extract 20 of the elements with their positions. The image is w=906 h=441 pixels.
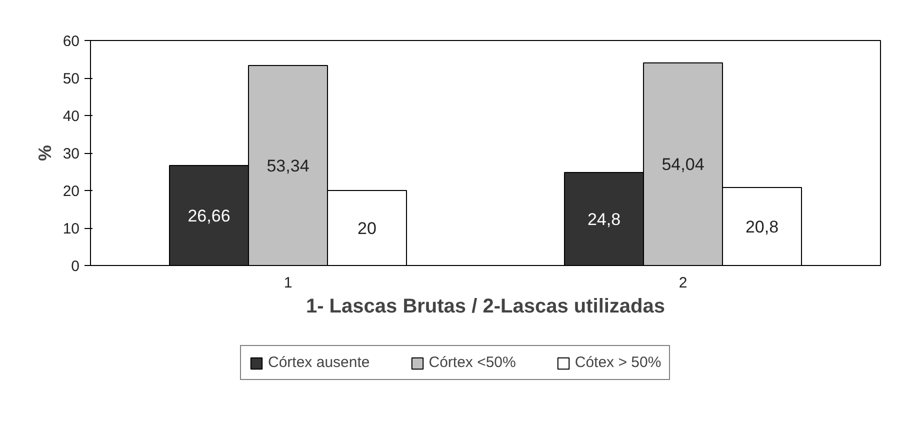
x-tick-label: 1 [284, 274, 292, 292]
data-label: 53,34 [266, 156, 310, 176]
y-tick-label: 30 [62, 146, 80, 162]
legend-label: Córtex <50% [428, 354, 516, 371]
y-tick-label: 50 [62, 70, 80, 88]
x-axis-title: 1- Lascas Brutas / 2-Lascas utilizadas [306, 296, 666, 318]
data-label: 54,04 [662, 155, 704, 174]
y-tick-label: 0 [71, 258, 80, 275]
y-axis-title: % [34, 144, 55, 161]
legend-label: Córtex ausente [268, 354, 370, 371]
y-tick-label: 10 [62, 220, 80, 238]
data-label: 20,8 [745, 218, 779, 236]
y-tick-label: 40 [62, 108, 80, 125]
legend-label: Cótex > 50% [574, 354, 662, 371]
data-label: 26,66 [188, 206, 230, 226]
y-tick-label: 20 [62, 183, 80, 200]
x-tick-label: 2 [678, 274, 688, 292]
data-label: 20 [358, 219, 376, 238]
data-label: 24,8 [587, 210, 621, 229]
y-tick-label: 60 [62, 33, 80, 50]
